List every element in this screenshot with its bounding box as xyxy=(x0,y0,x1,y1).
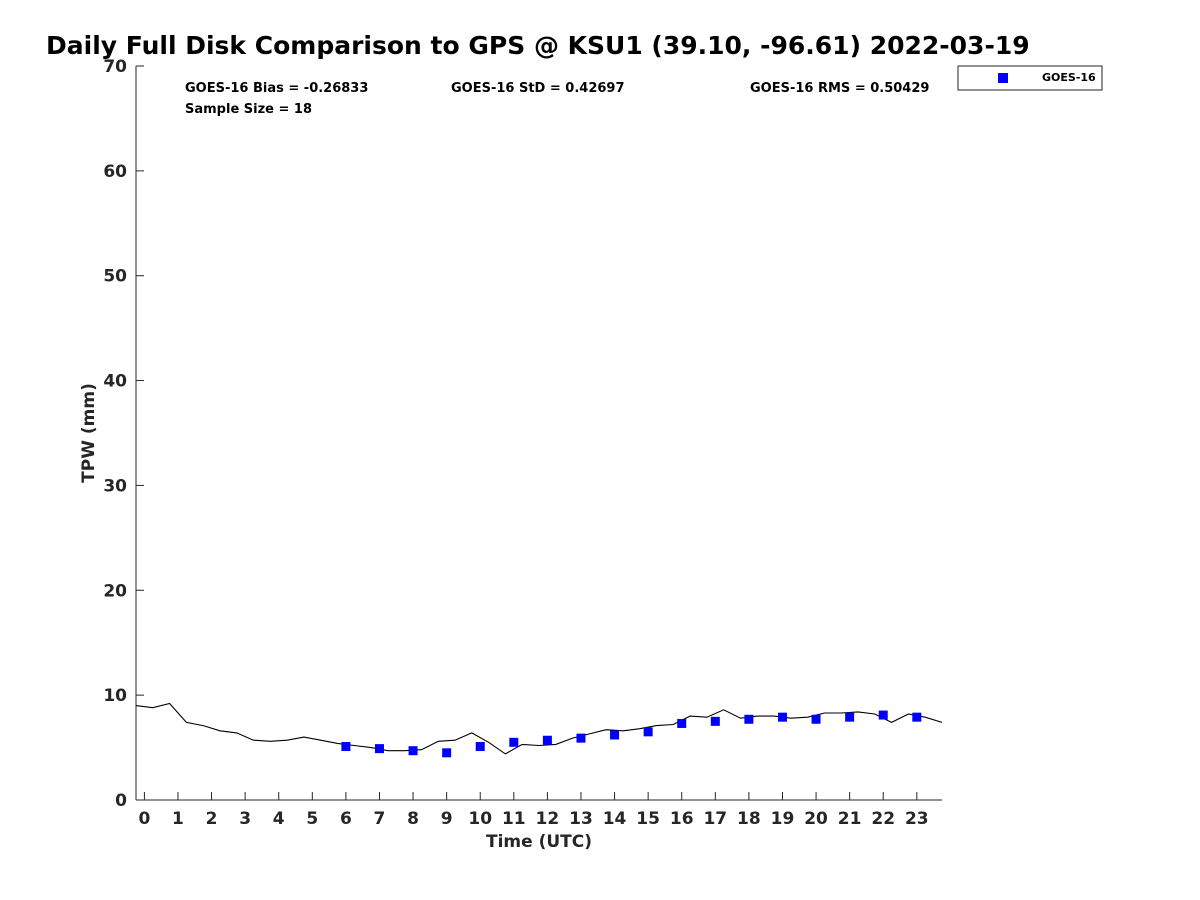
goes16-series-points xyxy=(341,710,922,758)
x-tick-label: 13 xyxy=(569,809,593,829)
goes16-point xyxy=(643,727,653,737)
goes16-point xyxy=(408,746,418,756)
x-tick-label: 4 xyxy=(273,809,285,829)
x-tick-label: 15 xyxy=(636,809,660,829)
x-tick-label: 10 xyxy=(468,809,492,829)
goes16-point xyxy=(374,744,384,754)
goes16-point xyxy=(811,714,821,724)
goes16-point xyxy=(576,733,586,743)
y-tick-label: 0 xyxy=(115,791,127,811)
std-annotation: GOES-16 StD = 0.42697 xyxy=(451,81,625,96)
x-tick-label: 23 xyxy=(905,809,929,829)
rms-annotation: GOES-16 RMS = 0.50429 xyxy=(750,81,929,96)
x-tick-label: 2 xyxy=(206,809,218,829)
y-tick-label: 30 xyxy=(103,476,127,496)
goes16-point xyxy=(845,712,855,722)
x-tick-label: 8 xyxy=(407,809,419,829)
y-axis-label: TPW (mm) xyxy=(79,383,99,483)
y-tick-label: 50 xyxy=(103,267,127,287)
legend-marker xyxy=(998,73,1008,83)
x-tick-label: 7 xyxy=(374,809,386,829)
sample-size-annotation: Sample Size = 18 xyxy=(185,102,312,117)
goes16-point xyxy=(710,716,720,726)
goes16-point xyxy=(475,742,485,752)
goes16-point xyxy=(442,748,452,758)
x-tick-label: 21 xyxy=(838,809,862,829)
x-tick-label: 17 xyxy=(703,809,727,829)
y-tick-label: 20 xyxy=(103,581,127,601)
x-tick-label: 0 xyxy=(138,809,150,829)
x-tick-label: 18 xyxy=(737,809,761,829)
x-tick-label: 22 xyxy=(871,809,895,829)
y-tick-label: 70 xyxy=(103,57,127,77)
y-ticks: 0 10 20 30 40 50 60 70 xyxy=(103,57,144,811)
y-tick-label: 60 xyxy=(103,162,127,182)
x-ticks: 0 1 2 3 4 5 6 7 8 9 10 11 12 13 14 15 16 17 18 19 20 21 22 23 xyxy=(138,792,929,829)
x-tick-label: 16 xyxy=(670,809,694,829)
goes16-point xyxy=(912,712,922,722)
x-tick-label: 11 xyxy=(502,809,526,829)
goes16-point xyxy=(677,718,687,728)
x-tick-label: 20 xyxy=(804,809,828,829)
goes16-point xyxy=(341,742,351,752)
x-tick-label: 12 xyxy=(536,809,560,829)
goes16-point xyxy=(878,710,888,720)
x-tick-label: 9 xyxy=(441,809,453,829)
goes16-point xyxy=(744,714,754,724)
y-tick-label: 40 xyxy=(103,372,127,392)
x-tick-label: 19 xyxy=(771,809,795,829)
legend-label: GOES-16 xyxy=(1042,71,1096,84)
goes16-point xyxy=(610,730,620,740)
x-axis-label: Time (UTC) xyxy=(486,832,592,852)
gps-series-line xyxy=(135,702,943,755)
x-tick-label: 1 xyxy=(172,809,184,829)
x-tick-label: 3 xyxy=(239,809,251,829)
x-tick-label: 5 xyxy=(306,809,318,829)
goes16-point xyxy=(509,737,519,747)
bias-annotation: GOES-16 Bias = -0.26833 xyxy=(185,81,368,96)
legend: GOES-16 xyxy=(957,65,1103,91)
x-tick-label: 6 xyxy=(340,809,352,829)
legend-box xyxy=(957,65,1103,91)
y-tick-label: 10 xyxy=(103,686,127,706)
goes16-point xyxy=(542,735,552,745)
chart-title: Daily Full Disk Comparison to GPS @ KSU1… xyxy=(46,31,1030,60)
x-tick-label: 14 xyxy=(603,809,627,829)
goes16-point xyxy=(777,712,787,722)
gps-line xyxy=(135,702,943,755)
